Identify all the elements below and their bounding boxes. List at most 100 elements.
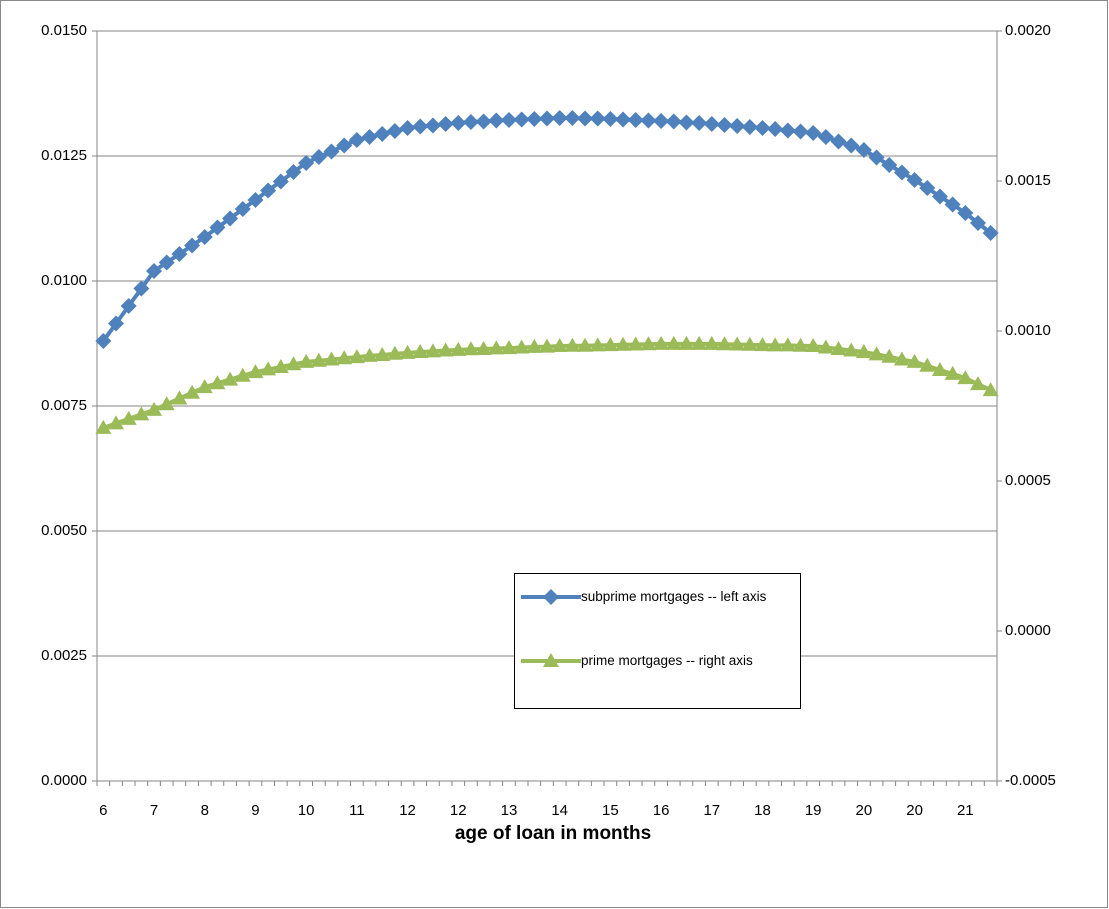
marker xyxy=(564,110,581,126)
marker xyxy=(830,341,847,355)
marker xyxy=(969,376,986,391)
marker xyxy=(543,589,559,605)
marker xyxy=(209,375,226,390)
marker xyxy=(957,205,974,221)
marker xyxy=(298,353,315,368)
marker xyxy=(767,337,784,352)
marker xyxy=(399,120,416,136)
marker xyxy=(323,143,340,160)
marker xyxy=(133,280,150,297)
marker xyxy=(944,365,961,380)
marker xyxy=(196,229,213,245)
marker xyxy=(196,379,213,394)
legend-entry: prime mortgages -- right axis xyxy=(521,652,791,670)
marker xyxy=(627,112,644,128)
marker xyxy=(386,123,403,139)
marker xyxy=(450,341,467,356)
y-tick-label: 0.0000 xyxy=(41,772,87,789)
x-tick-label: 21 xyxy=(957,802,974,819)
marker xyxy=(767,121,784,137)
legend-icon xyxy=(521,589,581,605)
marker xyxy=(158,254,175,271)
marker xyxy=(957,370,974,385)
legend-label: prime mortgages -- right axis xyxy=(581,653,753,668)
marker xyxy=(919,357,936,372)
marker xyxy=(500,340,517,355)
marker xyxy=(424,117,441,134)
marker xyxy=(399,344,416,359)
x-tick-label: 11 xyxy=(349,802,365,819)
marker xyxy=(615,336,632,351)
marker xyxy=(919,180,936,196)
marker xyxy=(741,119,758,135)
marker xyxy=(374,347,391,361)
marker xyxy=(855,142,872,158)
marker xyxy=(222,371,239,386)
marker xyxy=(209,219,226,236)
marker xyxy=(108,415,125,430)
marker xyxy=(424,343,441,358)
marker xyxy=(602,337,619,352)
marker xyxy=(678,335,695,350)
marker xyxy=(931,188,948,205)
marker xyxy=(450,115,467,131)
marker xyxy=(513,339,530,354)
marker xyxy=(272,173,289,190)
marker xyxy=(729,336,746,351)
marker xyxy=(779,337,796,352)
marker xyxy=(310,149,327,165)
marker xyxy=(543,653,559,667)
y-tick-label: 0.0050 xyxy=(41,522,87,539)
marker xyxy=(336,137,353,154)
marker xyxy=(298,155,315,171)
marker xyxy=(817,129,834,145)
marker xyxy=(462,114,479,130)
marker xyxy=(272,359,289,373)
marker xyxy=(881,348,898,363)
marker xyxy=(602,111,619,127)
marker xyxy=(475,341,492,355)
marker xyxy=(564,337,581,352)
marker xyxy=(741,336,758,351)
marker xyxy=(120,410,137,425)
marker xyxy=(754,337,771,352)
marker xyxy=(146,263,163,279)
marker xyxy=(551,338,568,352)
marker xyxy=(982,382,999,397)
marker xyxy=(348,349,365,364)
marker xyxy=(539,338,555,353)
marker xyxy=(665,335,682,350)
marker xyxy=(285,164,302,180)
y-tick-label: 0.0075 xyxy=(41,397,87,414)
marker xyxy=(627,336,644,351)
x-tick-label: 19 xyxy=(805,802,822,819)
marker xyxy=(412,118,429,135)
x-tick-label: 20 xyxy=(906,802,923,819)
marker xyxy=(868,149,885,166)
marker xyxy=(361,129,378,145)
marker xyxy=(475,113,492,130)
marker xyxy=(716,117,733,133)
marker xyxy=(336,350,353,365)
marker xyxy=(805,125,822,141)
marker xyxy=(234,201,251,217)
marker xyxy=(526,111,543,127)
marker xyxy=(488,112,505,129)
marker xyxy=(513,111,530,128)
y2-tick-label: 0.0005 xyxy=(1005,472,1051,489)
marker xyxy=(893,164,910,181)
marker xyxy=(437,342,454,357)
x-axis-title: age of loan in months xyxy=(455,823,651,844)
marker xyxy=(222,210,239,227)
marker xyxy=(108,315,125,332)
x-tick-label: 14 xyxy=(551,802,568,819)
marker xyxy=(855,344,872,358)
marker xyxy=(488,340,505,355)
marker xyxy=(551,110,568,126)
x-tick-label: 6 xyxy=(99,802,107,819)
marker xyxy=(805,338,822,352)
marker xyxy=(184,237,201,254)
x-tick-label: 10 xyxy=(298,802,315,819)
marker xyxy=(146,401,163,416)
